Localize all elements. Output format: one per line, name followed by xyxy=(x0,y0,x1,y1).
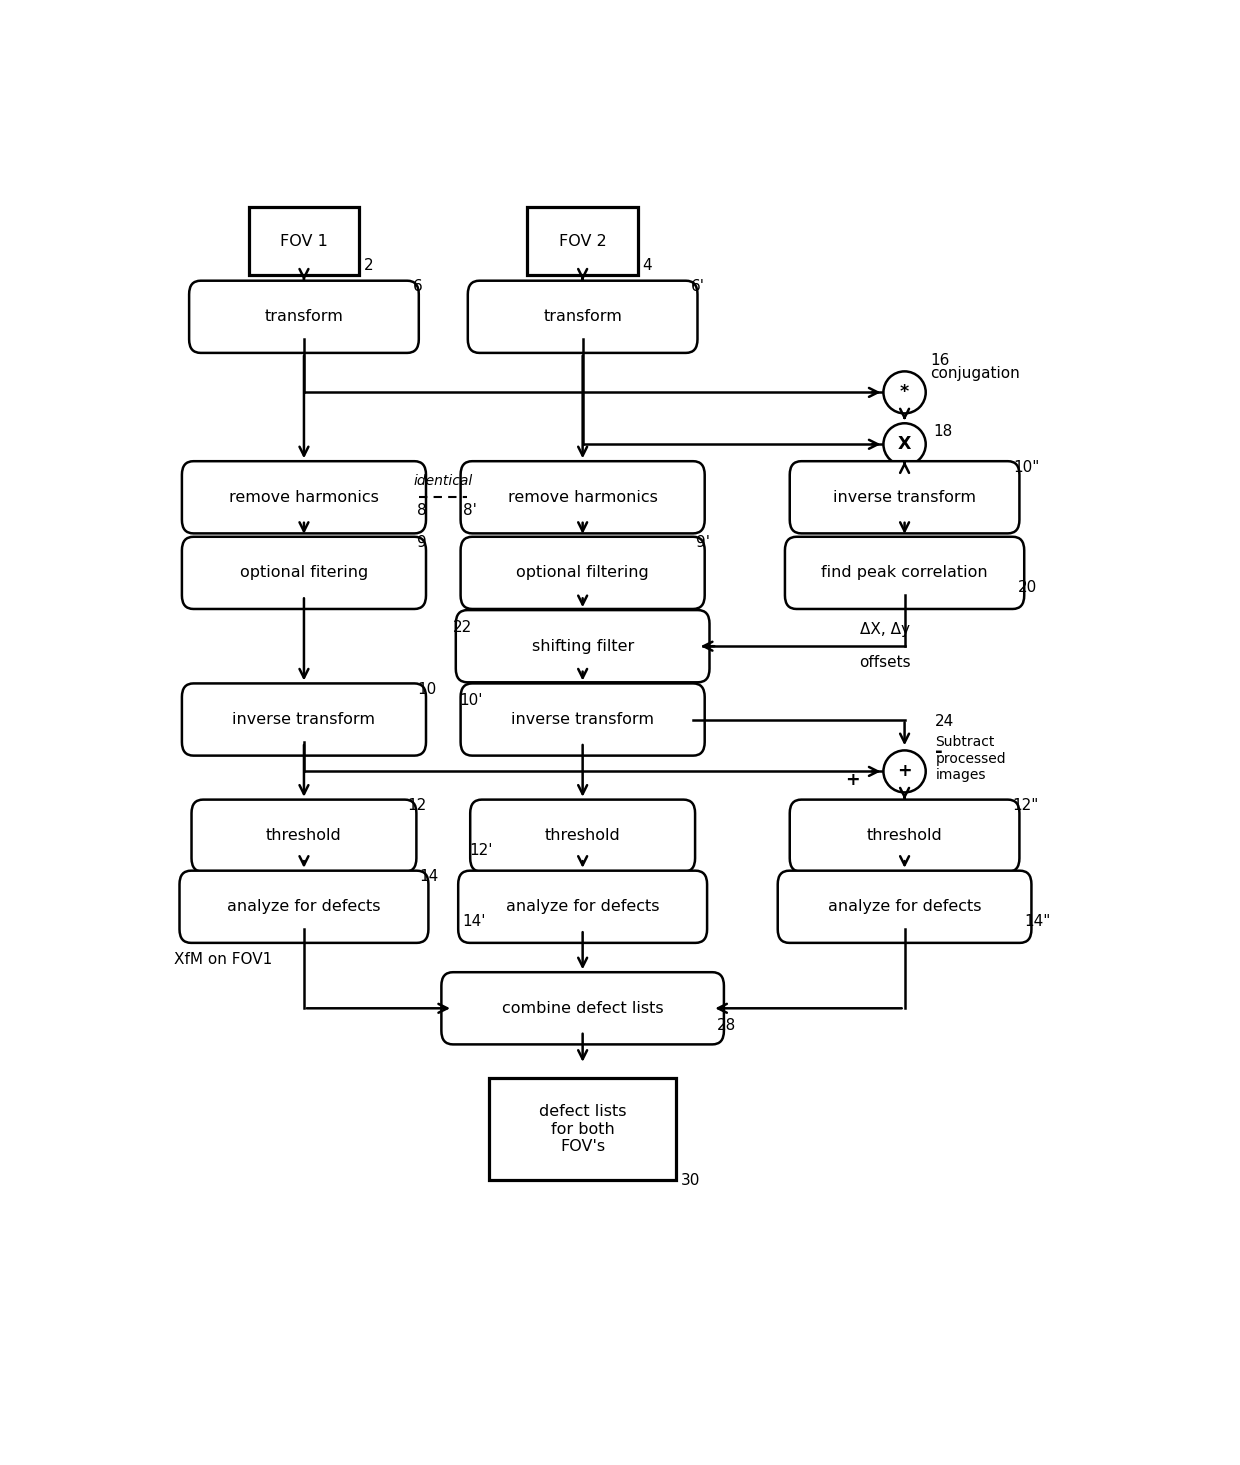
Text: 22: 22 xyxy=(453,620,472,634)
Text: 18: 18 xyxy=(934,423,952,438)
Text: 8': 8' xyxy=(463,502,476,517)
Text: X: X xyxy=(898,435,911,453)
FancyBboxPatch shape xyxy=(777,870,1032,943)
FancyBboxPatch shape xyxy=(790,800,1019,872)
Text: 16: 16 xyxy=(930,353,950,368)
Text: inverse transform: inverse transform xyxy=(511,712,655,727)
Text: 20: 20 xyxy=(1018,580,1037,595)
Text: 14": 14" xyxy=(1024,914,1052,929)
Text: analyze for defects: analyze for defects xyxy=(227,900,381,914)
Text: 12": 12" xyxy=(1012,798,1039,813)
Text: 10": 10" xyxy=(1013,460,1039,475)
Text: analyze for defects: analyze for defects xyxy=(506,900,660,914)
Text: remove harmonics: remove harmonics xyxy=(229,489,379,505)
Text: combine defect lists: combine defect lists xyxy=(502,1001,663,1015)
Text: threshold: threshold xyxy=(544,828,620,844)
Text: find peak correlation: find peak correlation xyxy=(821,565,988,580)
Text: 2: 2 xyxy=(363,258,373,272)
Text: optional fitering: optional fitering xyxy=(239,565,368,580)
Ellipse shape xyxy=(883,750,926,793)
Text: identical: identical xyxy=(414,475,472,488)
FancyBboxPatch shape xyxy=(191,800,417,872)
Text: 12': 12' xyxy=(469,844,492,858)
FancyBboxPatch shape xyxy=(249,208,360,275)
Text: offsets: offsets xyxy=(859,655,911,670)
FancyBboxPatch shape xyxy=(182,461,427,533)
FancyBboxPatch shape xyxy=(460,461,704,533)
FancyBboxPatch shape xyxy=(527,208,637,275)
Text: 28: 28 xyxy=(717,1018,737,1033)
FancyBboxPatch shape xyxy=(489,1078,676,1179)
Text: transform: transform xyxy=(543,309,622,324)
Text: +: + xyxy=(844,772,859,790)
Text: 14': 14' xyxy=(463,914,486,929)
Text: 10: 10 xyxy=(418,683,436,697)
Text: *: * xyxy=(900,384,909,401)
Text: inverse transform: inverse transform xyxy=(833,489,976,505)
Text: analyze for defects: analyze for defects xyxy=(828,900,981,914)
FancyBboxPatch shape xyxy=(456,609,709,683)
FancyBboxPatch shape xyxy=(790,461,1019,533)
Text: +: + xyxy=(898,762,911,781)
Text: threshold: threshold xyxy=(867,828,942,844)
Text: Subtract
processed
images: Subtract processed images xyxy=(935,735,1006,782)
Text: shifting filter: shifting filter xyxy=(532,639,634,653)
Text: XfM on FOV1: XfM on FOV1 xyxy=(174,952,273,967)
Ellipse shape xyxy=(883,423,926,466)
FancyBboxPatch shape xyxy=(182,683,427,756)
Text: threshold: threshold xyxy=(267,828,342,844)
FancyBboxPatch shape xyxy=(460,536,704,609)
FancyBboxPatch shape xyxy=(470,800,696,872)
Text: 14: 14 xyxy=(419,869,439,885)
Text: 6': 6' xyxy=(691,280,706,294)
Text: 6: 6 xyxy=(413,280,423,294)
Text: 12: 12 xyxy=(408,798,427,813)
FancyBboxPatch shape xyxy=(180,870,428,943)
Ellipse shape xyxy=(883,372,926,413)
Text: remove harmonics: remove harmonics xyxy=(507,489,657,505)
FancyBboxPatch shape xyxy=(441,973,724,1045)
FancyBboxPatch shape xyxy=(460,683,704,756)
Text: conjugation: conjugation xyxy=(930,366,1021,381)
Text: FOV 1: FOV 1 xyxy=(280,234,327,249)
Text: FOV 2: FOV 2 xyxy=(559,234,606,249)
FancyBboxPatch shape xyxy=(182,536,427,609)
FancyBboxPatch shape xyxy=(190,281,419,353)
FancyBboxPatch shape xyxy=(785,536,1024,609)
Text: 10': 10' xyxy=(460,693,484,708)
Text: 8: 8 xyxy=(418,502,427,517)
FancyBboxPatch shape xyxy=(459,870,707,943)
Text: 9: 9 xyxy=(418,535,427,551)
Text: 9': 9' xyxy=(696,535,711,551)
Text: inverse transform: inverse transform xyxy=(232,712,376,727)
Text: defect lists
for both
FOV's: defect lists for both FOV's xyxy=(539,1105,626,1154)
Text: transform: transform xyxy=(264,309,343,324)
Text: 24: 24 xyxy=(935,713,955,728)
Text: 30: 30 xyxy=(681,1172,701,1188)
Text: ΔX, Δy: ΔX, Δy xyxy=(861,623,910,637)
Text: -: - xyxy=(935,741,944,760)
FancyBboxPatch shape xyxy=(467,281,697,353)
Text: optional filtering: optional filtering xyxy=(516,565,649,580)
Text: 4: 4 xyxy=(642,258,652,272)
